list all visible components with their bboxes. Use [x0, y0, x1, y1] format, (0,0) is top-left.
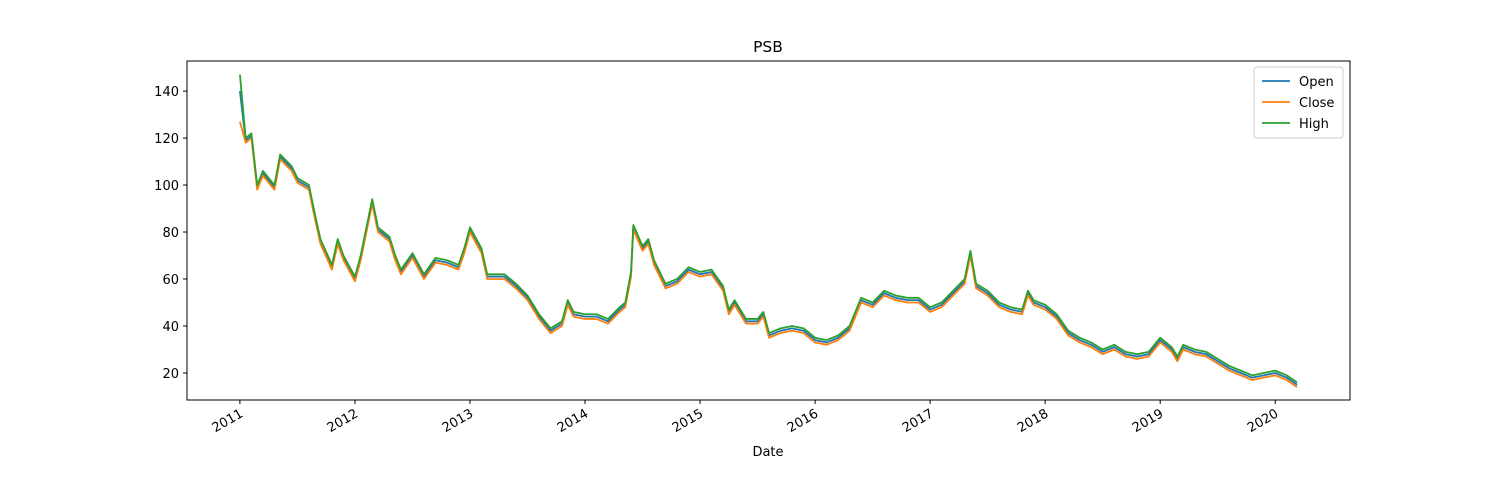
y-tick-label: 40 [162, 320, 179, 335]
plot-frame [186, 60, 1351, 401]
y-tick-label: 140 [154, 85, 179, 100]
legend-label: Open [1299, 75, 1334, 90]
legend-label: Close [1299, 96, 1334, 111]
legend-label: High [1299, 117, 1329, 132]
y-tick-label: 20 [162, 367, 179, 382]
y-tick-label: 100 [154, 179, 179, 194]
y-tick-label: 60 [162, 273, 179, 288]
chart-title: PSB [753, 38, 783, 56]
legend-box [1253, 66, 1344, 139]
line-series [239, 74, 1298, 384]
y-tick-label: 80 [162, 226, 179, 241]
x-axis-label: Date [752, 445, 783, 460]
y-tick-label: 120 [154, 132, 179, 147]
line-series [239, 121, 1298, 388]
